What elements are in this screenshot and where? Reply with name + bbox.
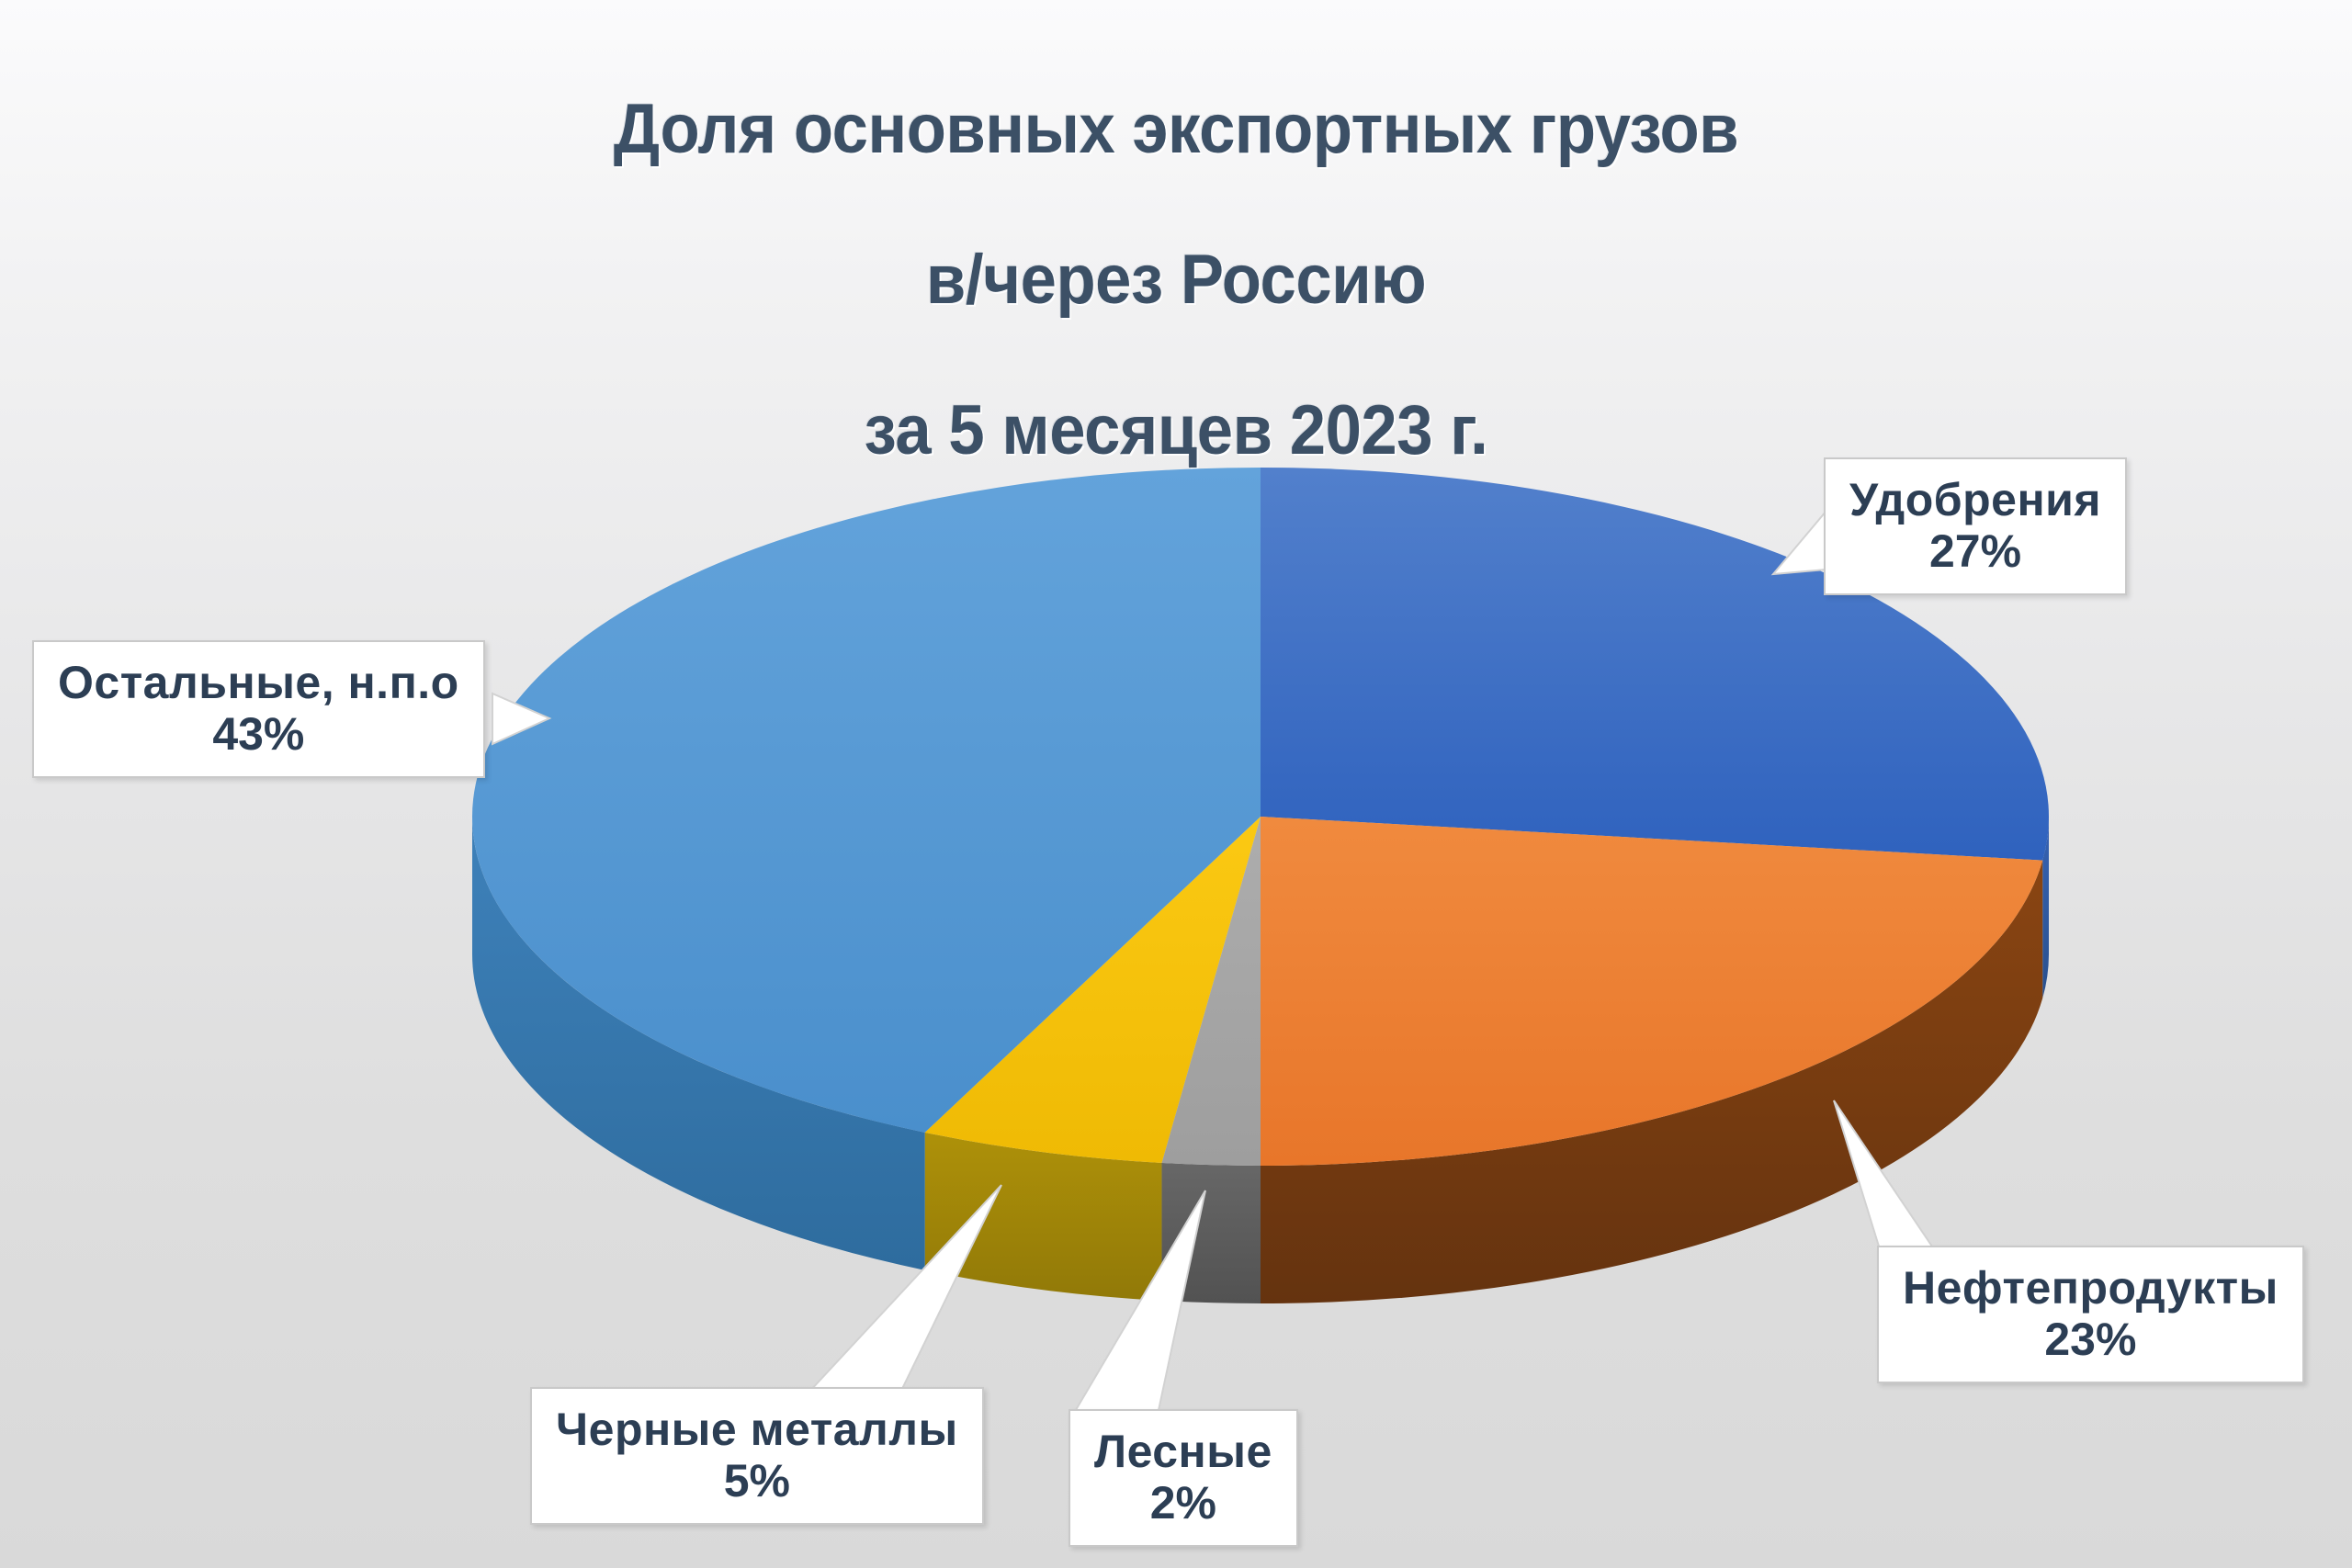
callout-leaders [492, 508, 1936, 1416]
slice-side-fertilizers [2042, 817, 2049, 998]
data-label-timber-value: 2% [1149, 1477, 1216, 1529]
slice-side-other [472, 817, 925, 1270]
title-line-1: Доля основных экспортных грузов [613, 90, 1739, 169]
page-title: Доля основных экспортных грузов в/через … [83, 17, 2270, 545]
data-label-ferrous-metals[interactable]: Черные металлы 5% [530, 1387, 984, 1525]
slice-oil-products[interactable] [1261, 817, 2043, 1166]
data-label-oil-products-value: 23% [2044, 1314, 2137, 1365]
slice-ferrous-metals[interactable] [924, 817, 1261, 1164]
pie-top-faces [472, 468, 2049, 1166]
data-label-oil-products-name: Нефтепродукты [1903, 1262, 2278, 1314]
data-label-ferrous-metals-value: 5% [723, 1455, 790, 1506]
data-label-fertilizers-name: Удобрения [1849, 474, 2102, 525]
data-label-oil-products[interactable]: Нефтепродукты 23% [1877, 1246, 2304, 1383]
data-label-fertilizers-value: 27% [1929, 525, 2022, 577]
data-label-ferrous-metals-name: Черные металлы [556, 1404, 958, 1455]
data-label-other[interactable]: Остальные, н.п.о 43% [32, 640, 485, 778]
slice-other[interactable] [472, 468, 1261, 1133]
title-line-3: за 5 месяцев 2023 г. [864, 391, 1488, 470]
slice-fertilizers[interactable] [1261, 468, 2049, 861]
data-label-timber-name: Лесные [1094, 1426, 1272, 1477]
data-label-timber[interactable]: Лесные 2% [1069, 1409, 1298, 1547]
data-label-fertilizers[interactable]: Удобрения 27% [1824, 457, 2128, 595]
slice-timber[interactable] [1161, 817, 1261, 1166]
title-line-2: в/через Россию [925, 241, 1427, 320]
data-label-other-name: Остальные, н.п.о [58, 657, 459, 708]
slice-side-ferrous-metals [924, 1132, 1162, 1302]
slice-side-oil-products [1261, 860, 2043, 1303]
pie-side-walls [472, 817, 2049, 1303]
data-label-other-value: 43% [212, 708, 305, 760]
leader-other [492, 692, 552, 746]
leader-fertilizers [1770, 508, 1827, 576]
